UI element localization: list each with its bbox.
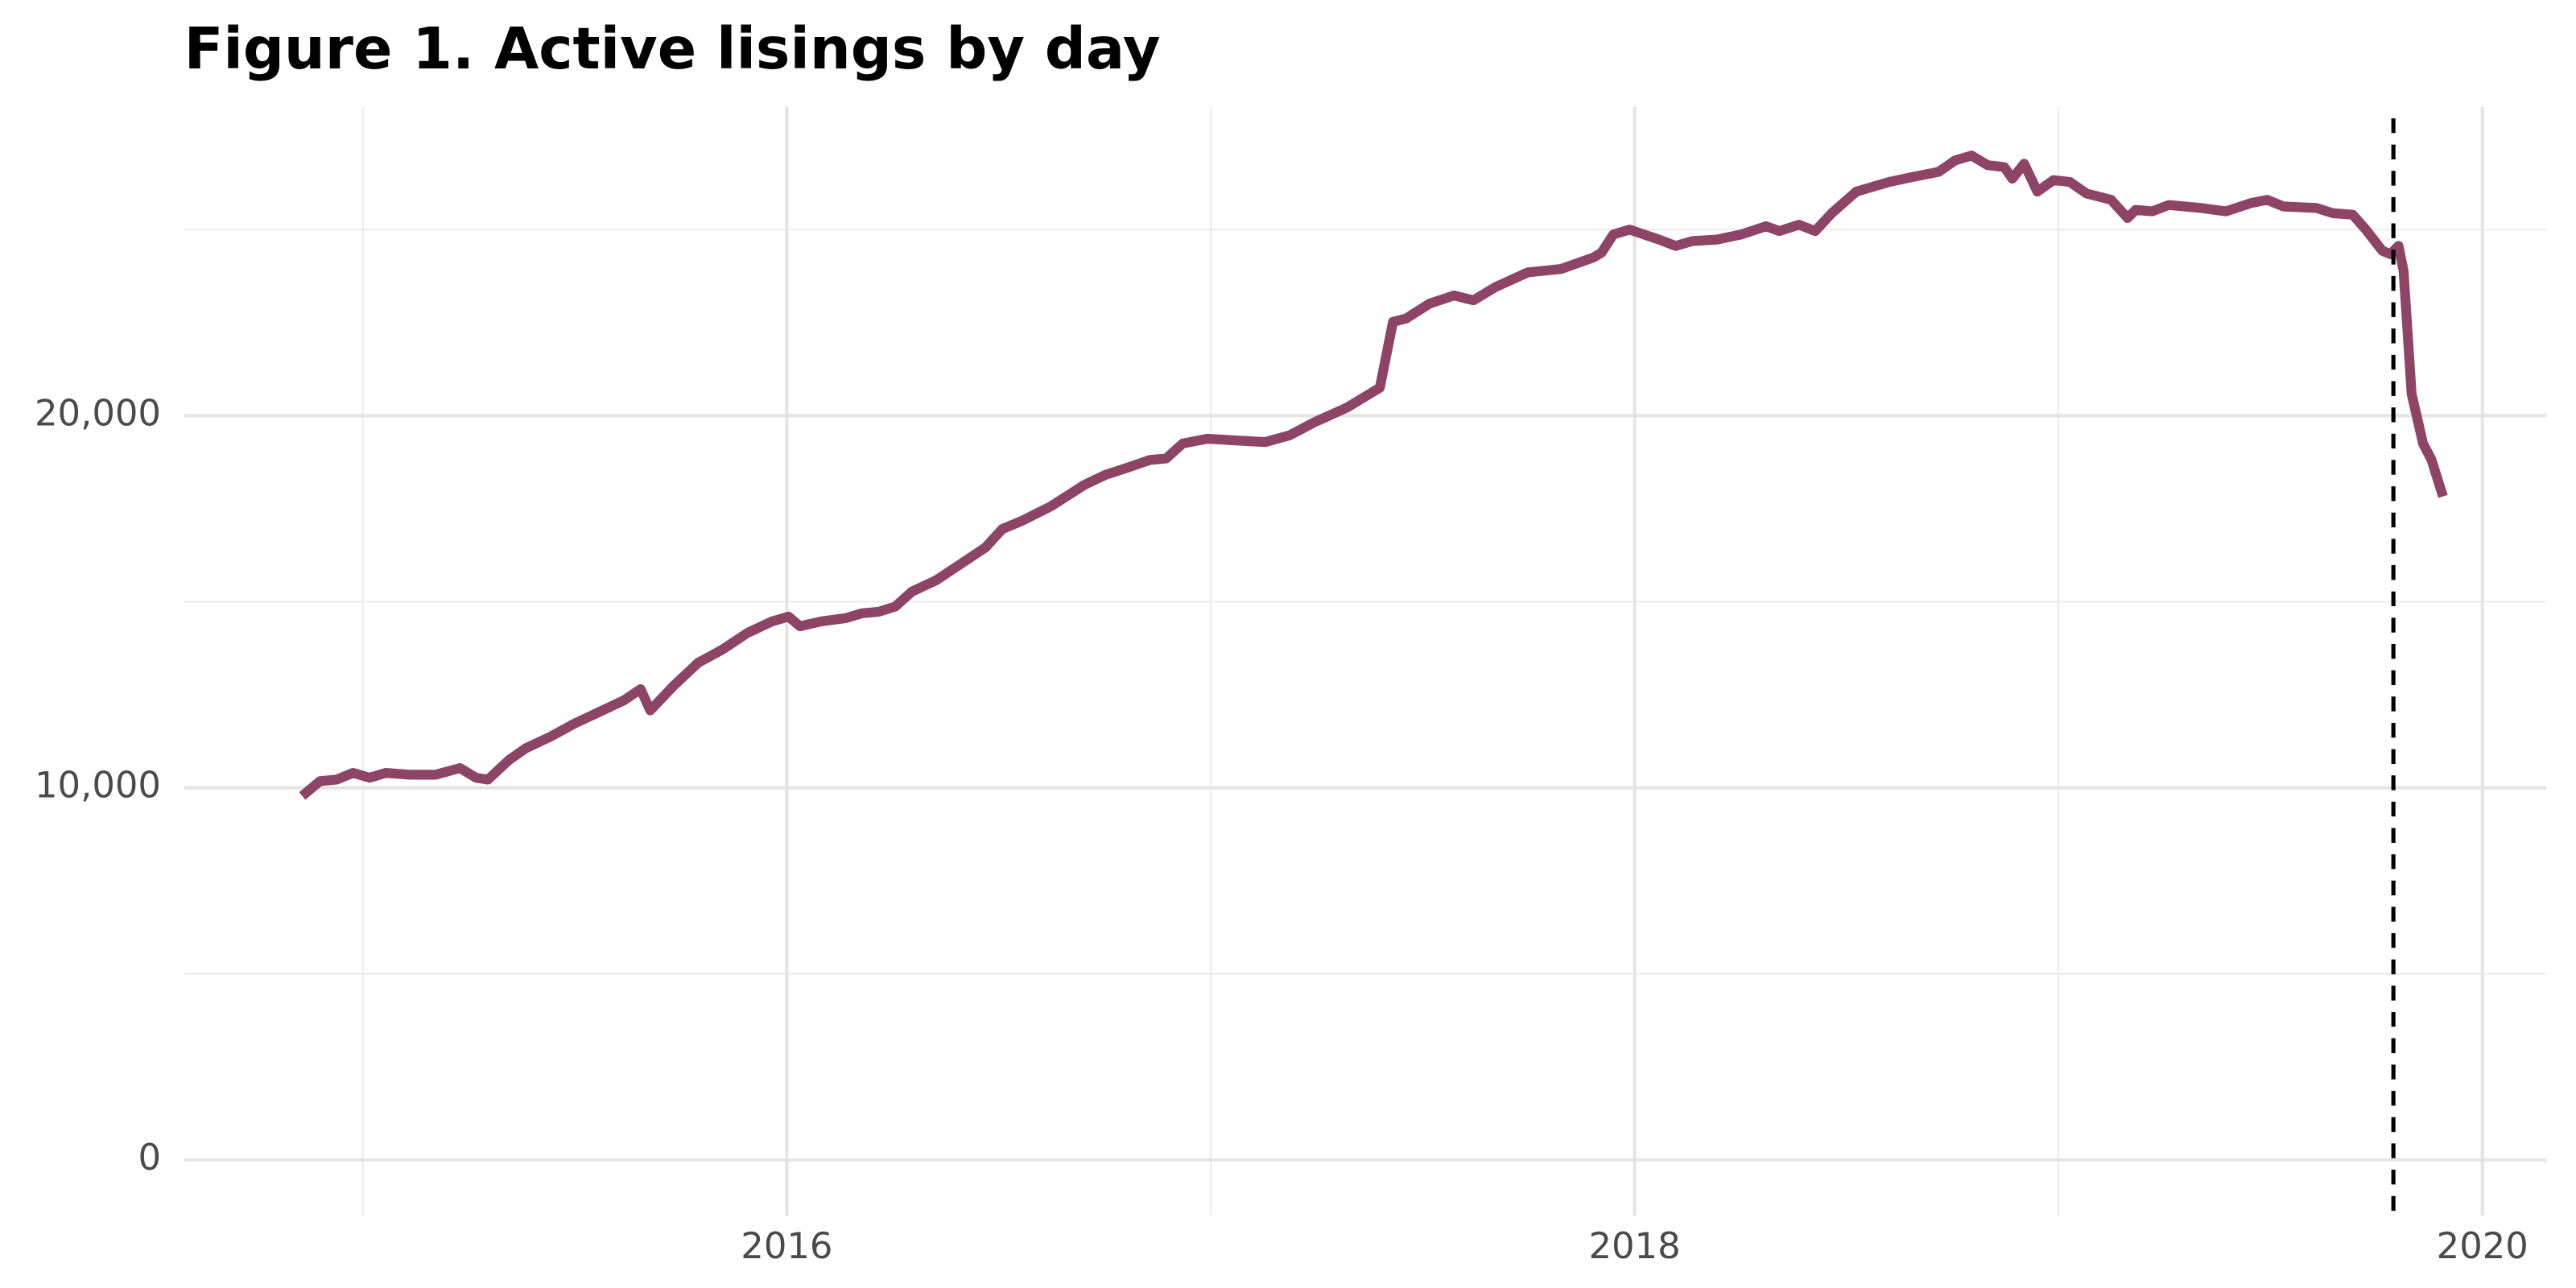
y-tick-label: 10,000	[35, 764, 161, 807]
x-tick-label: 2020	[2437, 1224, 2529, 1267]
y-tick-label: 0	[138, 1136, 161, 1179]
chart-title: Figure 1. Active lisings by day	[184, 15, 1161, 82]
y-tick-label: 20,000	[35, 391, 161, 434]
x-tick-label: 2016	[741, 1224, 832, 1267]
x-tick-label: 2018	[1588, 1224, 1680, 1267]
data-line	[299, 151, 2448, 800]
